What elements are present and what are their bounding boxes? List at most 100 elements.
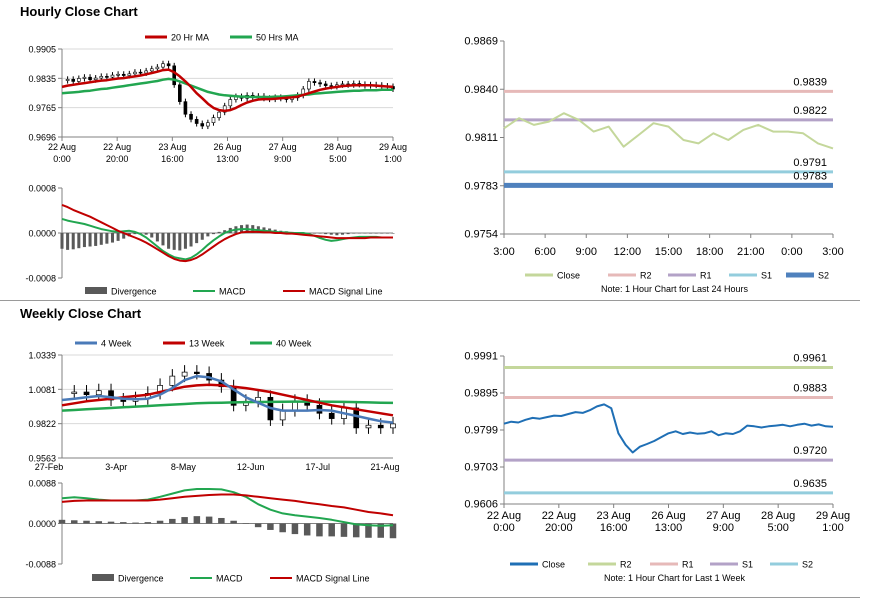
divergence-bar — [205, 516, 213, 524]
legend-macd-label: MACD — [216, 574, 243, 584]
bottom-divider — [0, 597, 860, 598]
y-tick-label: 0.9606 — [464, 499, 498, 511]
divergence-bar — [105, 233, 109, 244]
divergence-bar — [352, 523, 360, 538]
divergence-bar — [206, 233, 210, 237]
candle-body — [211, 117, 216, 123]
divergence-bar — [161, 233, 165, 246]
divergence-bar — [107, 521, 115, 524]
divergence-bar — [178, 233, 182, 251]
legend-divergence-swatch — [85, 287, 107, 294]
legend-macd-signal-label: MACD Signal Line — [309, 287, 383, 297]
x-tick-label: 27-Feb — [35, 462, 64, 472]
legend-r2-label: R2 — [620, 560, 632, 570]
series-macd-signal — [61, 203, 393, 263]
candle-body — [318, 82, 322, 85]
divergence-bar — [324, 233, 328, 235]
divergence-bar — [94, 233, 98, 246]
series-close — [503, 403, 834, 454]
legend-close-label: Close — [557, 271, 580, 281]
candle-body — [183, 101, 188, 115]
divergence-bar — [291, 523, 299, 535]
candle-body — [155, 66, 160, 70]
level-label-s2: 0.9635 — [793, 478, 827, 490]
divergence-bar — [156, 520, 164, 524]
x-tick-label: 27 Aug — [269, 142, 297, 152]
candle-body — [116, 73, 120, 76]
divergence-bar — [155, 233, 159, 242]
x-tick-label: 28 Aug — [324, 142, 352, 152]
x-tick-label: 20:00 — [545, 522, 573, 534]
x-tick-label: 22 Aug — [103, 142, 131, 152]
series-4-week — [61, 374, 394, 424]
divergence-bar — [144, 233, 148, 235]
divergence-bar — [374, 233, 378, 234]
candle-body — [390, 423, 396, 429]
divergence-bar — [88, 233, 92, 247]
y-tick-label: 0.0088 — [28, 479, 56, 489]
legend-divergence-label: Divergence — [118, 574, 164, 584]
legend-divergence-label: Divergence — [111, 287, 157, 297]
divergence-bar — [340, 523, 348, 537]
candle-body — [93, 77, 98, 81]
divergence-bar — [132, 522, 139, 524]
x-tick-label: 18:00 — [696, 246, 724, 258]
candle-body — [323, 83, 328, 86]
x-tick-label: 0:00 — [53, 154, 71, 164]
legend-s2-label: S2 — [802, 560, 813, 570]
weekly-macd-chart: 0.0088 0.0000 -0.0088 Divergence MACD MACD Si… — [25, 479, 397, 584]
x-tick-label: 21-Aug — [370, 462, 399, 472]
x-tick-label: 6:00 — [534, 246, 555, 258]
candle-body — [127, 73, 132, 76]
divergence-bar — [217, 231, 221, 233]
candle-body — [312, 81, 317, 83]
divergence-bar — [328, 523, 335, 537]
candle-body — [138, 71, 143, 74]
divergence-bar — [189, 233, 193, 247]
divergence-bar — [83, 520, 90, 524]
candle-body — [88, 76, 92, 81]
section-divider — [0, 300, 860, 301]
level-label-s2: 0.9783 — [793, 170, 827, 182]
level-label-r2: 0.9961 — [793, 353, 827, 365]
candle-body — [200, 123, 205, 127]
candle-body — [178, 84, 182, 102]
divergence-bar — [230, 520, 237, 524]
chart-note: Note: 1 Hour Chart for Last 24 Hours — [601, 284, 749, 294]
level-label-r1: 0.9822 — [793, 105, 827, 117]
candle-body — [206, 122, 210, 127]
legend-r1-label: R1 — [700, 271, 712, 281]
divergence-bar — [71, 520, 78, 524]
chart-note: Note: 1 Hour Chart for Last 1 Week — [604, 573, 745, 583]
candle-body — [133, 71, 137, 75]
divergence-bar — [95, 521, 103, 524]
divergence-bar — [120, 522, 127, 524]
divergence-bar — [377, 523, 384, 538]
divergence-bar — [58, 519, 66, 524]
x-tick-label: 5:00 — [767, 522, 788, 534]
divergence-bar — [66, 233, 70, 250]
candle-body — [377, 424, 384, 429]
legend-s1-label: S1 — [761, 271, 772, 281]
candle-body — [217, 111, 221, 118]
y-tick-label: 0.9869 — [464, 36, 498, 48]
y-tick-label: 0.9703 — [464, 462, 498, 474]
divergence-bar — [352, 233, 356, 234]
y-tick-label: 0.9905 — [28, 45, 56, 55]
candle-body — [83, 391, 90, 396]
candle-body — [222, 105, 227, 113]
y-tick-label: -0.0088 — [25, 560, 56, 570]
x-tick-label: 9:00 — [274, 154, 292, 164]
x-tick-label: 3:00 — [493, 246, 514, 258]
candle-body — [110, 74, 115, 78]
candle-body — [105, 76, 109, 78]
candle-body — [166, 63, 171, 67]
divergence-bar — [167, 233, 171, 249]
divergence-bar — [279, 523, 286, 533]
divergence-bar — [340, 233, 345, 235]
x-tick-label: 8-May — [171, 462, 197, 472]
level-label-r1: 0.9883 — [793, 383, 827, 395]
level-label-s1: 0.9791 — [793, 157, 827, 169]
x-tick-label: 15:00 — [655, 246, 683, 258]
x-tick-label: 16:00 — [600, 522, 628, 534]
